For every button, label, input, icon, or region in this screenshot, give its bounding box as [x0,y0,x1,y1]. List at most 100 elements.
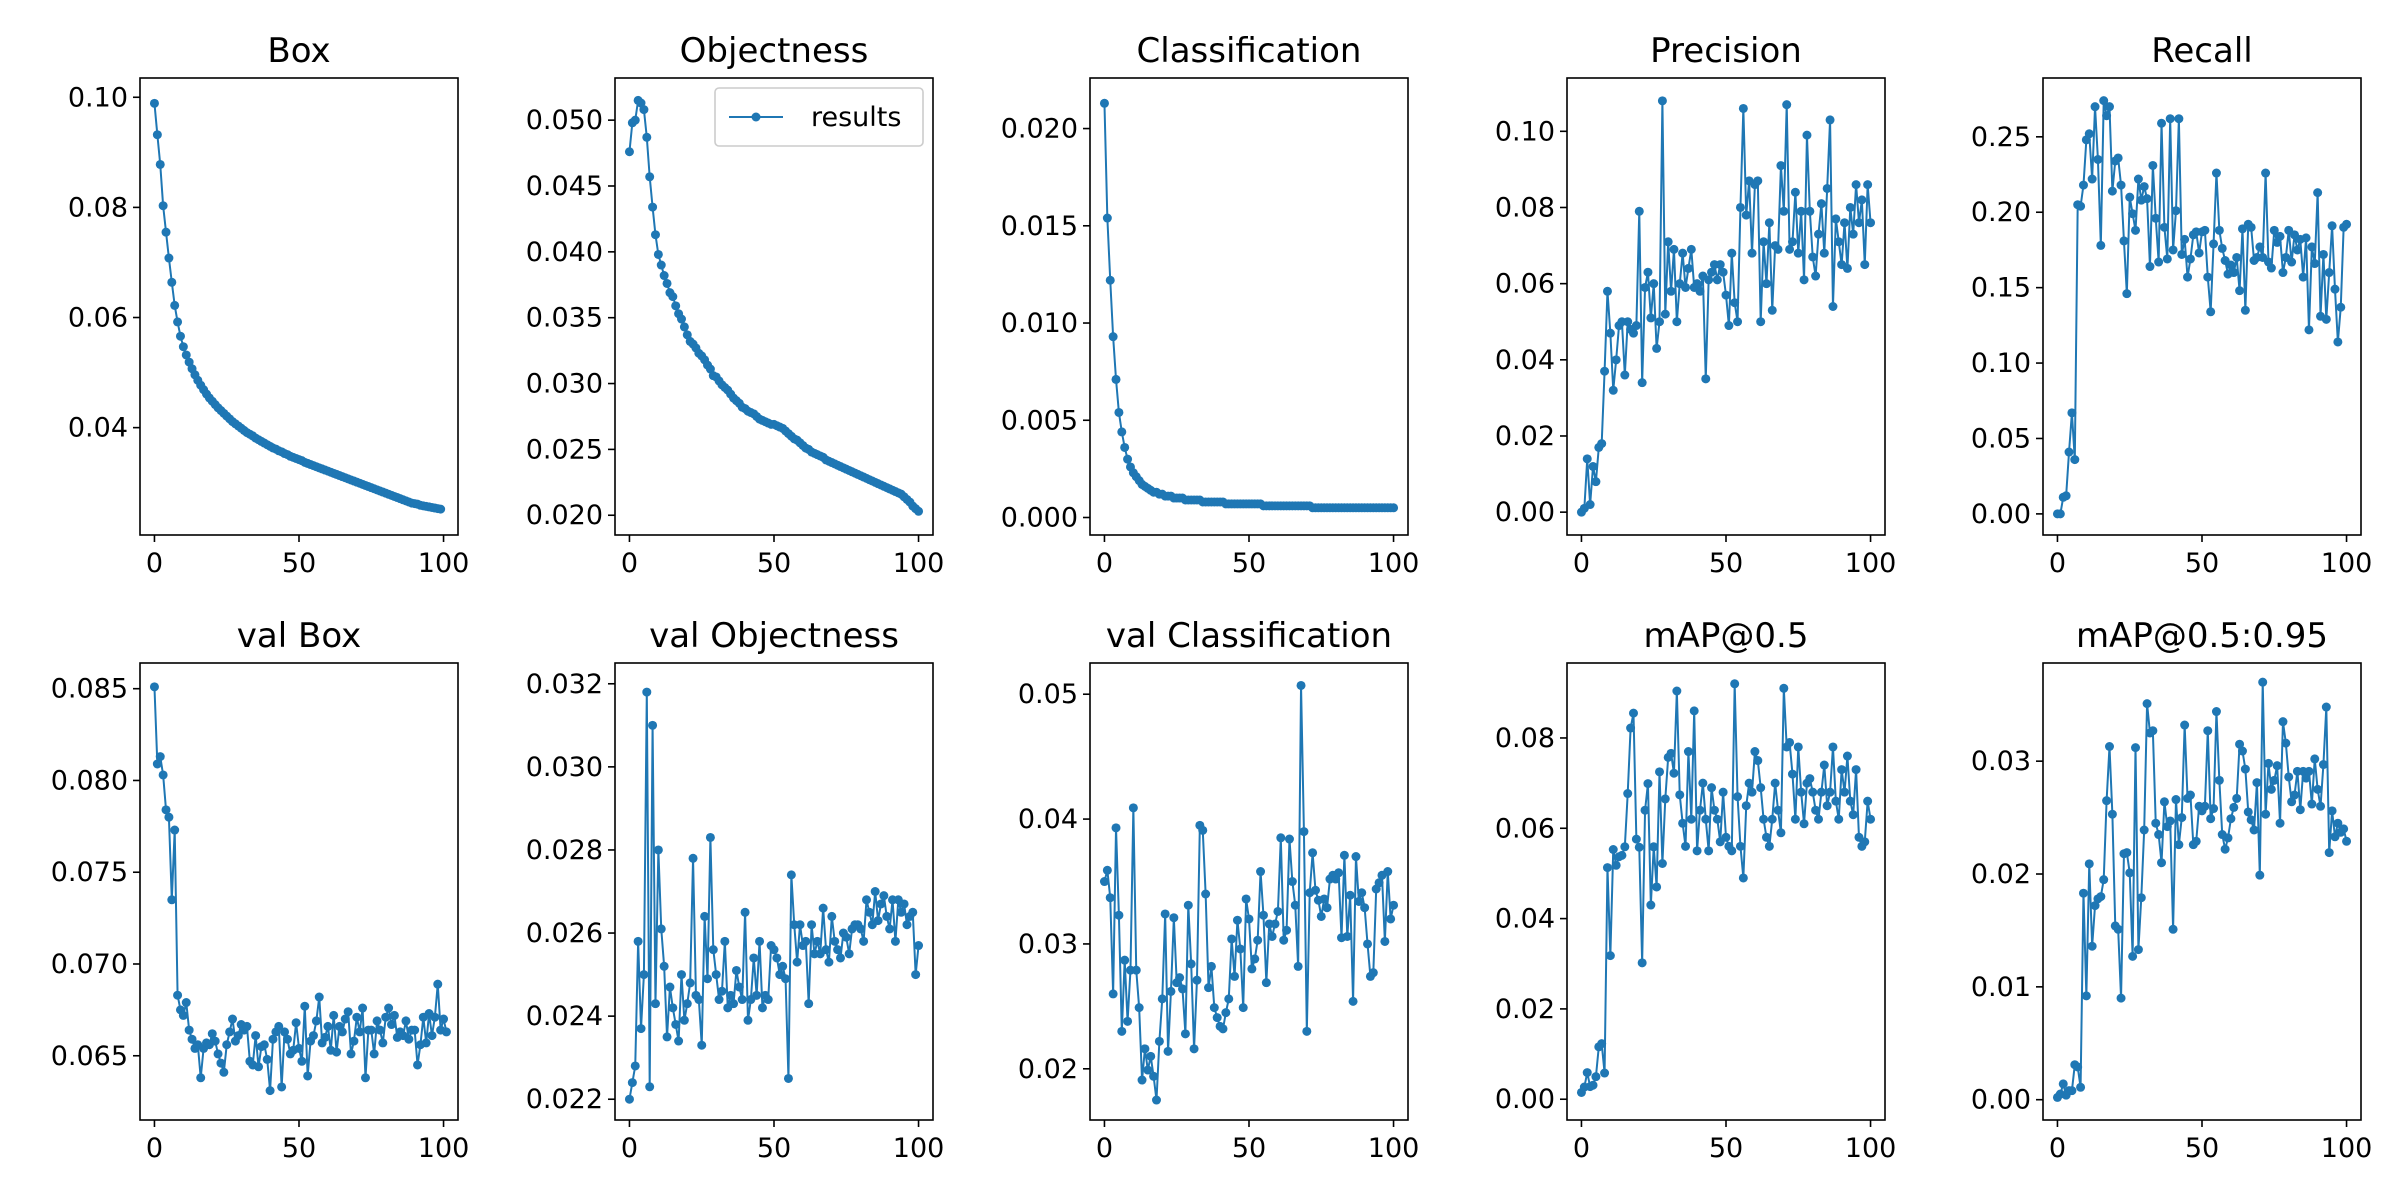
data-point [1296,680,1306,690]
data-point [1860,837,1870,847]
data-point [259,1040,269,1050]
data-point [1637,378,1647,388]
data-point [1111,374,1121,384]
data-point [1646,900,1656,910]
data-point [152,130,162,140]
y-tick-label: 0.02 [1018,1054,1078,1085]
data-point [671,301,681,311]
data-point [731,965,741,975]
data-point [372,1016,382,1026]
data-point [178,1010,188,1020]
data-point [2333,337,2343,347]
y-tick-label: 0.02 [1495,421,1555,452]
y-tick-label: 0.02 [1971,859,2031,890]
data-point [366,1025,376,1035]
data-point [752,990,762,1000]
data-point [1842,263,1852,273]
data-point [2220,844,2230,854]
data-point [1111,823,1121,833]
x-tick-label: 0 [1573,548,1590,579]
data-point [2290,790,2300,800]
data-point [274,1021,284,1031]
data-point [2318,760,2328,770]
data-point [2223,833,2233,843]
data-point [2194,248,2204,258]
y-tick-label: 0.10 [1495,116,1555,147]
x-tick-label: 0 [1096,548,1113,579]
data-point [2342,836,2352,846]
data-point [859,936,869,946]
chart-title: Box [267,31,330,71]
data-point [2139,182,2149,192]
data-point [2240,305,2250,315]
data-point [795,920,805,930]
data-point [1334,868,1344,878]
x-tick-label: 50 [1232,1133,1266,1164]
data-point [1698,778,1708,788]
data-point [291,1018,301,1028]
x-tick-label: 0 [1573,1133,1590,1164]
data-point [1258,910,1268,920]
data-point [1848,229,1858,239]
data-point [340,1014,350,1024]
data-point [2209,804,2219,814]
data-point [2318,249,2328,259]
data-point [1178,984,1188,994]
y-tick-label: 0.030 [526,369,603,400]
data-point [653,249,663,259]
data-point [2269,225,2279,235]
data-point [369,1049,379,1059]
data-point [2258,677,2268,687]
panel-val-classification: val Classification 0 50 100 0.02 0.03 0.04 0.05 [1018,616,1419,1164]
data-point [1310,885,1320,895]
axes-frame [139,77,459,536]
data-point [2168,245,2178,255]
data-point [1637,958,1647,968]
data-point [158,201,168,211]
data-point [717,986,727,996]
data-point [1628,328,1638,338]
axes-frame [1566,77,1886,536]
data-point [1733,317,1743,327]
data-point [1701,374,1711,384]
data-point [873,916,883,926]
axes-frame [1566,662,1886,1121]
data-point [1146,1051,1156,1061]
data-point [1738,873,1748,883]
data-point [2125,868,2135,878]
data-point [697,1040,707,1050]
data-point [694,995,704,1005]
data-point [1805,774,1815,784]
data-point [668,1003,678,1013]
data-point [2131,225,2141,235]
data-point [2070,455,2080,465]
x-tick-label: 0 [621,548,638,579]
data-point [1368,968,1378,978]
y-tick-label: 0.080 [51,765,128,796]
y-tick-label: 0.10 [1971,348,2031,379]
data-point [2235,739,2245,749]
data-point [1588,461,1598,471]
data-point [2148,160,2158,170]
data-point [659,961,669,971]
y-tick-label: 0.028 [526,835,603,866]
data-point [1646,313,1656,323]
data-point [2313,188,2323,198]
data-point [1770,778,1780,788]
data-point [158,770,168,780]
data-point [1814,814,1824,824]
data-point [178,342,188,352]
data-point [711,970,721,980]
data-point [2136,893,2146,903]
data-point [720,936,730,946]
data-point [187,1034,197,1044]
data-point [164,812,174,822]
data-point [2203,272,2213,282]
axes-frame [139,662,459,1121]
data-point [2180,720,2190,730]
data-point [2307,242,2317,252]
series-line [2056,681,2348,1099]
data-point [225,1027,235,1037]
data-point [2232,252,2242,262]
data-point [778,961,788,971]
